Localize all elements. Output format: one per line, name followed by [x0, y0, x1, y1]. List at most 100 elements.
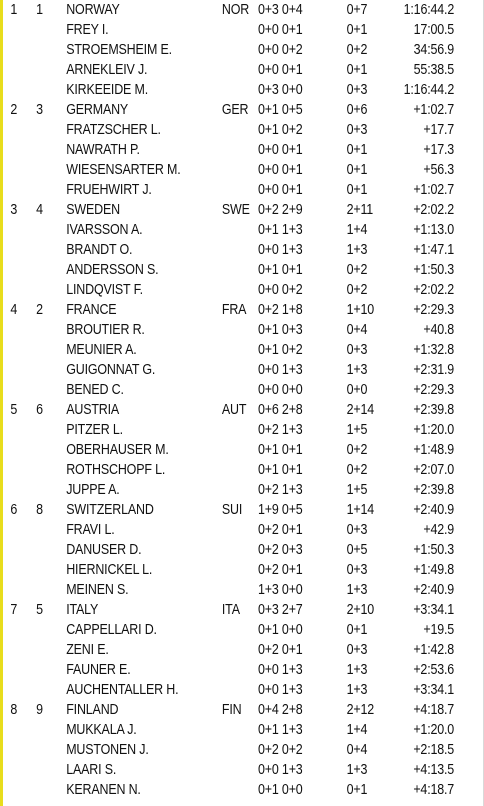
athlete-name: OBERHAUSER M.	[66, 442, 169, 458]
athlete-time: +56.3	[423, 162, 455, 178]
athlete-name: MEINEN S.	[66, 582, 129, 598]
athlete-time: +2:18.5	[413, 742, 455, 758]
athlete-row[interactable]: OBERHAUSER M. 0+1 0+1 0+2 +1:48.9	[0, 440, 484, 460]
athlete-name: BENED C.	[66, 382, 124, 398]
team-penalties: 2+12	[346, 702, 375, 718]
team-row[interactable]: 1 1 NORWAY NOR 0+3 0+4 0+7 1:16:44.2	[0, 0, 484, 20]
athlete-penalties: 1+5	[346, 422, 368, 438]
athlete-row[interactable]: MUSTONEN J. 0+2 0+2 0+4 +2:18.5	[0, 740, 484, 760]
team-row[interactable]: 4 2 FRANCE FRA 0+2 1+8 1+10 +2:29.3	[0, 300, 484, 320]
team-shooting: 0+1 0+5	[258, 102, 303, 118]
athlete-row[interactable]: JUPPE A. 0+2 1+3 1+5 +2:39.8	[0, 480, 484, 500]
athlete-time: +1:32.8	[413, 342, 455, 358]
athlete-name: JUPPE A.	[66, 482, 120, 498]
athlete-time: +4:18.7	[413, 782, 455, 798]
athlete-shooting: 0+3 0+0	[258, 82, 303, 98]
athlete-name: MEUNIER A.	[66, 342, 137, 358]
athlete-shooting: 0+1 0+0	[258, 782, 303, 798]
athlete-row[interactable]: FRUEHWIRT J. 0+0 0+1 0+1 +1:02.7	[0, 180, 484, 200]
athlete-row[interactable]: ANDERSSON S. 0+1 0+1 0+2 +1:50.3	[0, 260, 484, 280]
athlete-name: HIERNICKEL L.	[66, 562, 153, 578]
team-time: +3:34.1	[413, 602, 455, 618]
athlete-time: +1:42.8	[413, 642, 455, 658]
athlete-penalties: 0+3	[346, 522, 368, 538]
team-block: 3 4 SWEDEN SWE 0+2 2+9 2+11 +2:02.2 IVAR…	[0, 200, 484, 300]
athlete-row[interactable]: CAPPELLARI D. 0+1 0+0 0+1 +19.5	[0, 620, 484, 640]
athlete-row[interactable]: MUKKALA J. 0+1 1+3 1+4 +1:20.0	[0, 720, 484, 740]
team-name: SWITZERLAND	[66, 502, 154, 518]
team-name: FINLAND	[66, 702, 119, 718]
athlete-row[interactable]: BROUTIER R. 0+1 0+3 0+4 +40.8	[0, 320, 484, 340]
athlete-row[interactable]: ARNEKLEIV J. 0+0 0+1 0+1 55:38.5	[0, 60, 484, 80]
team-shooting: 0+6 2+8	[258, 402, 303, 418]
team-penalties: 0+6	[346, 102, 368, 118]
athlete-row[interactable]: LINDQVIST F. 0+0 0+2 0+2 +2:02.2	[0, 280, 484, 300]
team-row[interactable]: 7 5 ITALY ITA 0+3 2+7 2+10 +3:34.1	[0, 600, 484, 620]
athlete-time: +2:39.8	[413, 482, 455, 498]
athlete-penalties: 0+2	[346, 442, 368, 458]
athlete-name: STROEMSHEIM E.	[66, 42, 172, 58]
athlete-name: CAPPELLARI D.	[66, 622, 157, 638]
athlete-row[interactable]: FRATZSCHER L. 0+1 0+2 0+3 +17.7	[0, 120, 484, 140]
athlete-penalties: 0+4	[346, 322, 368, 338]
athlete-penalties: 1+3	[346, 582, 368, 598]
athlete-penalties: 1+4	[346, 222, 368, 238]
athlete-row[interactable]: ZENI E. 0+2 0+1 0+3 +1:42.8	[0, 640, 484, 660]
athlete-row[interactable]: GUIGONNAT G. 0+0 1+3 1+3 +2:31.9	[0, 360, 484, 380]
athlete-row[interactable]: FAUNER E. 0+0 1+3 1+3 +2:53.6	[0, 660, 484, 680]
athlete-penalties: 1+3	[346, 362, 368, 378]
athlete-row[interactable]: DANUSER D. 0+2 0+3 0+5 +1:50.3	[0, 540, 484, 560]
athlete-penalties: 1+3	[346, 242, 368, 258]
athlete-time: 34:56.9	[413, 42, 455, 58]
athlete-row[interactable]: MEINEN S. 1+3 0+0 1+3 +2:40.9	[0, 580, 484, 600]
team-block: 5 6 AUSTRIA AUT 0+6 2+8 2+14 +2:39.8 PIT…	[0, 400, 484, 500]
athlete-row[interactable]: IVARSSON A. 0+1 1+3 1+4 +1:13.0	[0, 220, 484, 240]
team-row[interactable]: 8 9 FINLAND FIN 0+4 2+8 2+12 +4:18.7	[0, 700, 484, 720]
team-nation: FIN	[221, 702, 242, 718]
athlete-shooting: 0+1 1+3	[258, 222, 303, 238]
athlete-row[interactable]: KIRKEEIDE M. 0+3 0+0 0+3 1:16:44.2	[0, 80, 484, 100]
athlete-time: +1:49.8	[413, 562, 455, 578]
team-rank: 6	[10, 502, 18, 518]
athlete-shooting: 0+0 0+1	[258, 22, 303, 38]
team-row[interactable]: 3 4 SWEDEN SWE 0+2 2+9 2+11 +2:02.2	[0, 200, 484, 220]
athlete-time: 1:16:44.2	[403, 82, 455, 98]
athlete-row[interactable]: HIERNICKEL L. 0+2 0+1 0+3 +1:49.8	[0, 560, 484, 580]
athlete-row[interactable]: STROEMSHEIM E. 0+0 0+2 0+2 34:56.9	[0, 40, 484, 60]
team-bib: 1	[36, 2, 43, 18]
team-penalties: 1+14	[346, 502, 375, 518]
team-block: 6 8 SWITZERLAND SUI 1+9 0+5 1+14 +2:40.9…	[0, 500, 484, 600]
athlete-time: +1:48.9	[413, 442, 455, 458]
team-nation: FRA	[221, 302, 247, 318]
athlete-row[interactable]: NAWRATH P. 0+0 0+1 0+1 +17.3	[0, 140, 484, 160]
team-row[interactable]: 6 8 SWITZERLAND SUI 1+9 0+5 1+14 +2:40.9	[0, 500, 484, 520]
athlete-row[interactable]: MEUNIER A. 0+1 0+2 0+3 +1:32.8	[0, 340, 484, 360]
athlete-name: AUCHENTALLER H.	[66, 682, 179, 698]
team-nation: AUT	[221, 402, 247, 418]
athlete-time: +1:20.0	[413, 422, 455, 438]
athlete-row[interactable]: AUCHENTALLER H. 0+0 1+3 1+3 +3:34.1	[0, 680, 484, 700]
athlete-row[interactable]: KERANEN N. 0+1 0+0 0+1 +4:18.7	[0, 780, 484, 800]
team-time: +2:39.8	[413, 402, 455, 418]
athlete-row[interactable]: BENED C. 0+0 0+0 0+0 +2:29.3	[0, 380, 484, 400]
athlete-row[interactable]: LAARI S. 0+0 1+3 1+3 +4:13.5	[0, 760, 484, 780]
athlete-name: NAWRATH P.	[66, 142, 140, 158]
athlete-shooting: 0+0 1+3	[258, 762, 303, 778]
team-block: 2 3 GERMANY GER 0+1 0+5 0+6 +1:02.7 FRAT…	[0, 100, 484, 200]
team-row[interactable]: 5 6 AUSTRIA AUT 0+6 2+8 2+14 +2:39.8	[0, 400, 484, 420]
team-name: NORWAY	[66, 2, 120, 18]
athlete-name: FAUNER E.	[66, 662, 131, 678]
athlete-row[interactable]: FRAVI L. 0+2 0+1 0+3 +42.9	[0, 520, 484, 540]
athlete-shooting: 0+1 0+0	[258, 622, 303, 638]
athlete-row[interactable]: ROTHSCHOPF L. 0+1 0+1 0+2 +2:07.0	[0, 460, 484, 480]
athlete-row[interactable]: WIESENSARTER M. 0+0 0+1 0+1 +56.3	[0, 160, 484, 180]
athlete-row[interactable]: FREY I. 0+0 0+1 0+1 17:00.5	[0, 20, 484, 40]
athlete-shooting: 0+0 1+3	[258, 682, 303, 698]
team-row[interactable]: 2 3 GERMANY GER 0+1 0+5 0+6 +1:02.7	[0, 100, 484, 120]
athlete-shooting: 0+1 0+1	[258, 442, 303, 458]
athlete-row[interactable]: BRANDT O. 0+0 1+3 1+3 +1:47.1	[0, 240, 484, 260]
athlete-row[interactable]: PITZER L. 0+2 1+3 1+5 +1:20.0	[0, 420, 484, 440]
athlete-time: +1:02.7	[413, 182, 455, 198]
athlete-time: +1:47.1	[413, 242, 455, 258]
